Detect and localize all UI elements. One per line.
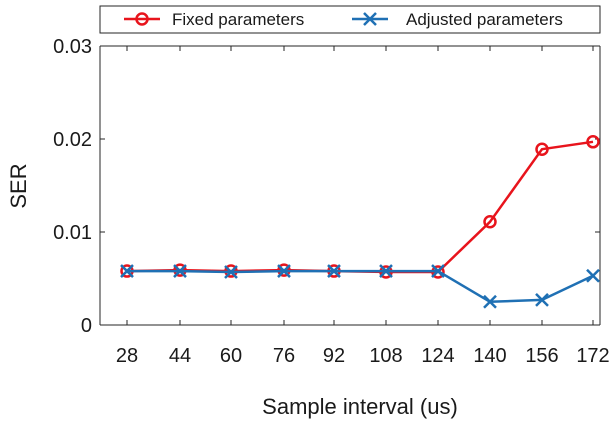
x-axis-title: Sample interval (us) (262, 394, 458, 419)
data-point-adjusted-parameters (224, 265, 238, 279)
data-point-adjusted-parameters (483, 294, 497, 309)
data-point-fixed-parameters (483, 215, 497, 229)
data-point-adjusted-parameters (173, 264, 187, 278)
series-line-adjusted-parameters (127, 269, 594, 304)
data-point-adjusted-parameters (379, 264, 393, 278)
x-tick-label: 108 (369, 345, 402, 367)
x-tick-label: 156 (525, 345, 558, 367)
y-tick-label: 0.01 (53, 222, 92, 244)
data-point-adjusted-parameters (327, 264, 341, 278)
y-tick-label: 0.02 (53, 129, 92, 151)
legend-marker-adjusted-parameters (363, 12, 377, 26)
x-tick-label: 76 (273, 345, 295, 367)
data-point-fixed-parameters (586, 135, 600, 149)
legend-item-fixed-parameters: Fixed parameters (124, 10, 304, 29)
legend-marker-fixed-parameters (135, 12, 149, 26)
y-tick-label: 0.03 (53, 36, 92, 58)
series-layer (120, 135, 600, 309)
legend-label-fixed-parameters: Fixed parameters (172, 10, 304, 29)
x-tick-label: 172 (576, 345, 609, 367)
legend-box (99, 5, 601, 34)
axes: 28 44 60 76 92 108 124 140 156 172 0 0.01 0.02 0.03 (53, 36, 610, 367)
x-tick-label: 92 (323, 345, 345, 367)
legend-label-adjusted-parameters: Adjusted parameters (406, 10, 563, 29)
x-tick-label: 44 (169, 345, 191, 367)
x-tick-label: 28 (116, 345, 138, 367)
legend-item-adjusted-parameters: Adjusted parameters (352, 10, 563, 29)
data-point-fixed-parameters (535, 142, 549, 156)
y-axis-title: SER (6, 163, 31, 208)
legend: Fixed parameters Adjusted parameters (99, 5, 601, 34)
data-point-adjusted-parameters (431, 264, 445, 278)
data-point-adjusted-parameters (535, 293, 549, 307)
data-point-adjusted-parameters (120, 264, 134, 278)
data-point-adjusted-parameters (586, 268, 600, 283)
y-tick-label: 0 (81, 315, 92, 337)
x-tick-label: 124 (421, 345, 454, 367)
x-tick-label: 60 (220, 345, 242, 367)
x-tick-label: 140 (473, 345, 506, 367)
data-point-adjusted-parameters (277, 264, 291, 278)
series-line-fixed-parameters (126, 140, 594, 274)
